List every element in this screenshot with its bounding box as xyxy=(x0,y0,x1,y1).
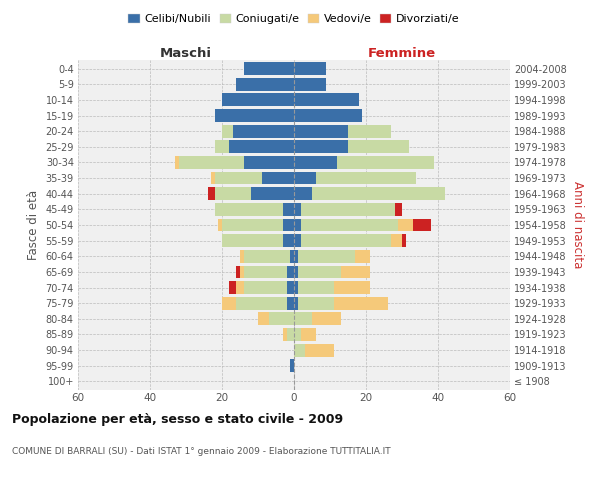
Bar xyxy=(251,188,294,200)
Bar xyxy=(294,78,326,90)
Bar xyxy=(301,218,398,232)
Bar xyxy=(215,203,283,216)
Bar xyxy=(290,360,294,372)
Bar xyxy=(294,312,312,326)
Bar xyxy=(215,140,229,153)
Bar xyxy=(298,266,341,278)
Bar xyxy=(312,312,341,326)
Bar xyxy=(240,266,244,278)
Bar xyxy=(305,344,334,356)
Bar xyxy=(287,297,294,310)
Bar xyxy=(236,281,244,294)
Bar xyxy=(244,266,287,278)
Bar xyxy=(294,344,305,356)
Bar xyxy=(179,156,244,169)
Bar xyxy=(294,250,298,262)
Bar xyxy=(294,172,316,184)
Text: COMUNE DI BARRALI (SU) - Dati ISTAT 1° gennaio 2009 - Elaborazione TUTTITALIA.IT: COMUNE DI BARRALI (SU) - Dati ISTAT 1° g… xyxy=(12,448,391,456)
Bar xyxy=(258,312,269,326)
Bar xyxy=(229,140,294,153)
Bar xyxy=(413,218,431,232)
Bar xyxy=(312,188,445,200)
Bar xyxy=(283,234,294,247)
Bar xyxy=(269,312,294,326)
Bar xyxy=(294,234,301,247)
Bar xyxy=(283,218,294,232)
Bar xyxy=(294,297,298,310)
Bar xyxy=(334,297,388,310)
Bar xyxy=(222,124,233,138)
Bar xyxy=(222,297,236,310)
Y-axis label: Fasce di età: Fasce di età xyxy=(27,190,40,260)
Bar xyxy=(244,250,290,262)
Bar xyxy=(262,172,294,184)
Bar xyxy=(229,281,236,294)
Bar xyxy=(236,297,287,310)
Bar xyxy=(283,203,294,216)
Legend: Celibi/Nubili, Coniugati/e, Vedovi/e, Divorziati/e: Celibi/Nubili, Coniugati/e, Vedovi/e, Di… xyxy=(124,10,464,29)
Bar xyxy=(244,281,287,294)
Bar xyxy=(215,109,294,122)
Bar xyxy=(244,156,294,169)
Bar xyxy=(222,218,283,232)
Bar xyxy=(294,140,348,153)
Bar xyxy=(222,234,283,247)
Bar xyxy=(240,250,244,262)
Bar xyxy=(287,281,294,294)
Text: Maschi: Maschi xyxy=(160,47,212,60)
Bar xyxy=(398,218,413,232)
Bar xyxy=(290,250,294,262)
Bar xyxy=(175,156,179,169)
Bar xyxy=(294,328,301,341)
Bar xyxy=(211,172,215,184)
Y-axis label: Anni di nascita: Anni di nascita xyxy=(571,182,584,268)
Bar xyxy=(334,281,370,294)
Bar xyxy=(287,328,294,341)
Bar xyxy=(294,218,301,232)
Bar xyxy=(218,218,222,232)
Bar xyxy=(355,250,370,262)
Bar xyxy=(215,172,262,184)
Bar xyxy=(301,203,395,216)
Bar xyxy=(337,156,434,169)
Bar xyxy=(395,203,402,216)
Bar xyxy=(294,281,298,294)
Bar xyxy=(316,172,416,184)
Bar xyxy=(298,281,334,294)
Bar xyxy=(294,266,298,278)
Bar xyxy=(244,62,294,75)
Bar xyxy=(215,188,251,200)
Text: Popolazione per età, sesso e stato civile - 2009: Popolazione per età, sesso e stato civil… xyxy=(12,412,343,426)
Bar xyxy=(236,266,240,278)
Bar xyxy=(294,188,312,200)
Bar xyxy=(402,234,406,247)
Bar xyxy=(233,124,294,138)
Bar xyxy=(294,124,348,138)
Text: Femmine: Femmine xyxy=(368,47,436,60)
Bar xyxy=(222,94,294,106)
Bar xyxy=(283,328,287,341)
Bar xyxy=(301,234,391,247)
Bar xyxy=(294,62,326,75)
Bar xyxy=(298,297,334,310)
Bar xyxy=(294,156,337,169)
Bar xyxy=(348,124,391,138)
Bar xyxy=(298,250,355,262)
Bar xyxy=(236,78,294,90)
Bar xyxy=(301,328,316,341)
Bar xyxy=(348,140,409,153)
Bar xyxy=(208,188,215,200)
Bar xyxy=(391,234,402,247)
Bar xyxy=(294,109,362,122)
Bar xyxy=(294,94,359,106)
Bar xyxy=(341,266,370,278)
Bar xyxy=(294,203,301,216)
Bar xyxy=(287,266,294,278)
